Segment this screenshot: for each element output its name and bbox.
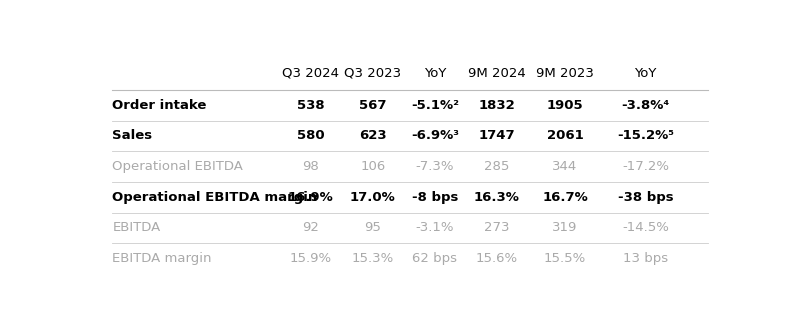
Text: -5.1%²: -5.1%² — [411, 99, 459, 112]
Text: 17.0%: 17.0% — [350, 191, 396, 204]
Text: 623: 623 — [359, 129, 386, 142]
Text: 16.7%: 16.7% — [542, 191, 588, 204]
Text: 273: 273 — [484, 221, 510, 234]
Text: 319: 319 — [552, 221, 578, 234]
Text: -7.3%: -7.3% — [415, 160, 454, 173]
Text: 15.6%: 15.6% — [476, 252, 518, 265]
Text: Q3 2024: Q3 2024 — [282, 67, 339, 80]
Text: Order intake: Order intake — [112, 99, 206, 112]
Text: 95: 95 — [364, 221, 382, 234]
Text: -38 bps: -38 bps — [618, 191, 674, 204]
Text: -3.1%: -3.1% — [415, 221, 454, 234]
Text: 16.9%: 16.9% — [288, 191, 334, 204]
Text: -3.8%⁴: -3.8%⁴ — [622, 99, 670, 112]
Text: 62 bps: 62 bps — [412, 252, 458, 265]
Text: 2061: 2061 — [546, 129, 583, 142]
Text: -6.9%³: -6.9%³ — [411, 129, 459, 142]
Text: Q3 2023: Q3 2023 — [344, 67, 402, 80]
Text: 538: 538 — [297, 99, 325, 112]
Text: 15.3%: 15.3% — [352, 252, 394, 265]
Text: EBITDA margin: EBITDA margin — [112, 252, 212, 265]
Text: YoY: YoY — [424, 67, 446, 80]
Text: 344: 344 — [552, 160, 578, 173]
Text: 106: 106 — [360, 160, 386, 173]
Text: -17.2%: -17.2% — [622, 160, 669, 173]
Text: -15.2%⁵: -15.2%⁵ — [617, 129, 674, 142]
Text: 285: 285 — [484, 160, 510, 173]
Text: 1747: 1747 — [478, 129, 515, 142]
Text: 15.5%: 15.5% — [544, 252, 586, 265]
Text: 9M 2024: 9M 2024 — [468, 67, 526, 80]
Text: 567: 567 — [359, 99, 386, 112]
Text: 13 bps: 13 bps — [623, 252, 668, 265]
Text: 1905: 1905 — [546, 99, 583, 112]
Text: Sales: Sales — [112, 129, 153, 142]
Text: 15.9%: 15.9% — [290, 252, 332, 265]
Text: -14.5%: -14.5% — [622, 221, 669, 234]
Text: 9M 2023: 9M 2023 — [536, 67, 594, 80]
Text: 580: 580 — [297, 129, 325, 142]
Text: -8 bps: -8 bps — [412, 191, 458, 204]
Text: Operational EBITDA: Operational EBITDA — [112, 160, 243, 173]
Text: EBITDA: EBITDA — [112, 221, 161, 234]
Text: 92: 92 — [302, 221, 319, 234]
Text: 16.3%: 16.3% — [474, 191, 520, 204]
Text: 1832: 1832 — [478, 99, 515, 112]
Text: YoY: YoY — [634, 67, 657, 80]
Text: Operational EBITDA margin: Operational EBITDA margin — [112, 191, 318, 204]
Text: 98: 98 — [302, 160, 319, 173]
